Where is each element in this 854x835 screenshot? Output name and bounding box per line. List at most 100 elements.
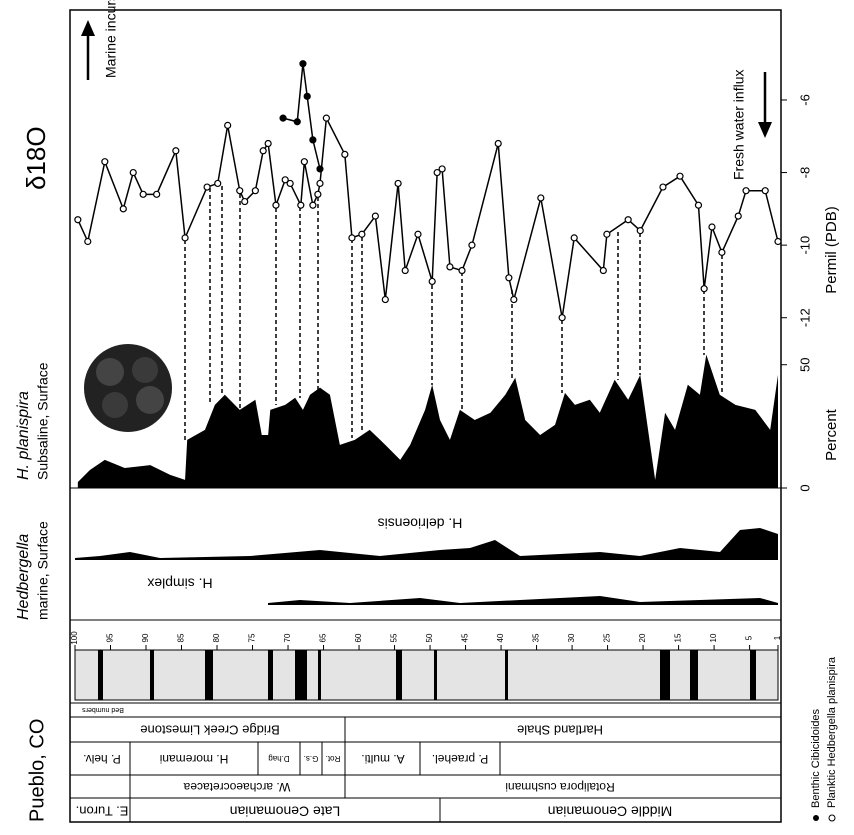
y-tick-label: -6 — [797, 94, 812, 106]
point — [272, 201, 280, 209]
x-tick-label: 40 — [496, 633, 505, 642]
point — [694, 201, 703, 209]
annotation: Marine incursion — [103, 0, 119, 78]
point — [172, 147, 180, 155]
point — [236, 187, 244, 195]
point — [603, 230, 611, 238]
panel-title: H. planispira — [15, 391, 32, 480]
y-tick-label: -10 — [797, 236, 812, 255]
x-tick-label: 20 — [638, 633, 647, 642]
point — [264, 139, 272, 148]
correlation-lines — [184, 186, 723, 440]
point — [129, 168, 137, 177]
y-tick-label: 50 — [797, 357, 812, 371]
species-label: H. simplex — [147, 575, 212, 591]
point — [119, 205, 127, 213]
point — [438, 165, 446, 173]
point — [241, 197, 249, 206]
point — [468, 241, 476, 249]
zone: G.s. — [304, 754, 319, 763]
x-tick-label: 30 — [567, 633, 576, 642]
point — [309, 136, 317, 144]
point — [624, 216, 632, 224]
arrow-head — [758, 122, 772, 138]
point — [224, 121, 232, 129]
stage: E. Turon. — [76, 804, 129, 819]
x-tick-label: 100 — [70, 631, 79, 645]
panel-title: Hedbergella — [15, 534, 32, 620]
point — [401, 266, 409, 275]
y-axis-label: Percent — [823, 408, 840, 461]
point — [570, 234, 578, 242]
zone: Rot. — [326, 754, 341, 763]
x-tick-label: 70 — [283, 633, 292, 642]
y-tick-label: -12 — [797, 308, 812, 327]
x-tick-label: 80 — [212, 633, 221, 642]
legend-marker — [828, 814, 836, 822]
point — [293, 118, 301, 126]
point — [676, 172, 684, 180]
line — [77, 115, 779, 318]
point — [414, 230, 422, 238]
zone: P. helv. — [83, 752, 121, 766]
point — [281, 176, 289, 184]
formation: Bridge Creek Limestone — [140, 723, 279, 738]
x-tick-label: 1 — [773, 635, 782, 640]
legend-label: Benthic Cibicidoides — [810, 708, 822, 808]
x-tick-label: 5 — [745, 635, 754, 640]
chart-title: δ18O — [21, 126, 51, 190]
point — [428, 277, 436, 286]
point — [316, 165, 324, 173]
x-tick-label: 90 — [141, 633, 150, 642]
zone: P. praehel. — [432, 752, 489, 766]
area — [77, 354, 779, 488]
x-tick-label: 15 — [674, 633, 683, 642]
point — [279, 114, 287, 122]
point — [84, 237, 92, 246]
x-tick-label: 35 — [532, 633, 541, 642]
point — [341, 150, 349, 159]
lithology-column — [74, 649, 779, 701]
point — [314, 190, 322, 198]
point — [742, 187, 750, 195]
point — [708, 223, 716, 231]
point — [203, 183, 211, 191]
stage: Late Cenomanian — [230, 803, 341, 819]
point — [181, 234, 189, 242]
location: Pueblo, CO — [26, 719, 48, 822]
h-simplex-curve — [268, 596, 778, 605]
point — [286, 179, 294, 188]
x-tick-label: 45 — [461, 633, 470, 642]
point — [761, 187, 769, 195]
foraminifer-image — [84, 344, 172, 432]
zone: H. moremani — [160, 752, 229, 766]
x-tick-label: 85 — [177, 633, 186, 642]
point — [458, 266, 466, 275]
point — [300, 158, 308, 166]
point — [358, 230, 366, 238]
x-tick-label: 50 — [425, 633, 434, 642]
point — [316, 179, 324, 188]
annotation: Fresh water influx — [731, 70, 747, 180]
point — [433, 168, 441, 177]
arrow-head — [81, 20, 95, 36]
point — [558, 314, 566, 322]
point — [505, 274, 513, 282]
point — [510, 295, 518, 304]
line — [282, 63, 321, 170]
point — [309, 201, 317, 209]
x-tick-label: 65 — [319, 633, 328, 642]
legend-label: Planktic Hedbergella planispira — [826, 656, 838, 808]
point — [297, 201, 305, 209]
point — [251, 187, 259, 195]
x-tick-label: 95 — [106, 633, 115, 642]
point — [259, 147, 267, 155]
x-tick-label: 60 — [354, 633, 363, 642]
y-tick-label: 0 — [797, 484, 812, 491]
point — [700, 285, 708, 293]
zone: D.hag — [268, 754, 289, 763]
point — [537, 194, 545, 202]
point — [446, 263, 454, 271]
point — [381, 295, 389, 304]
